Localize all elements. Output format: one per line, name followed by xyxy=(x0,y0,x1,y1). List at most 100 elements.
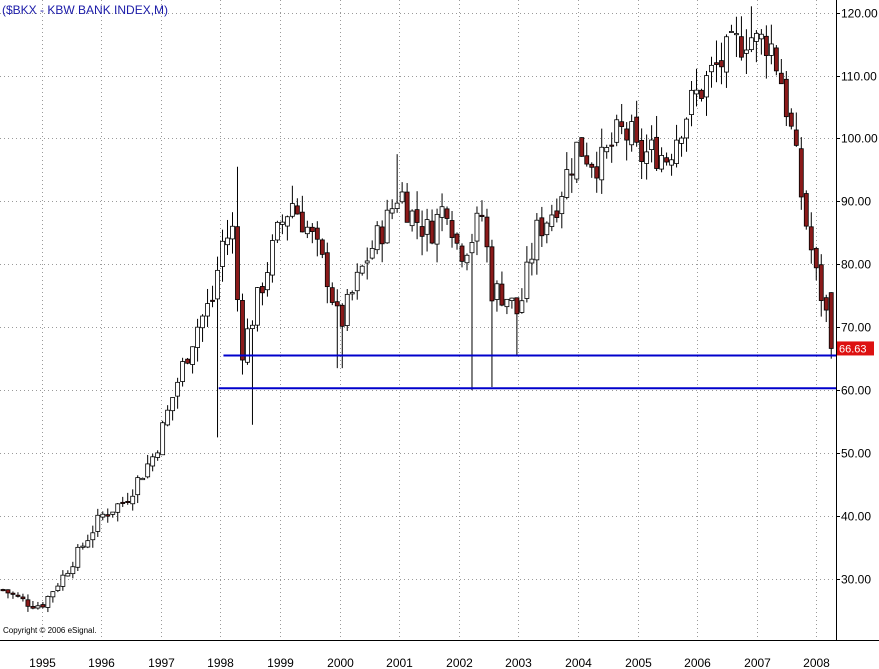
candle-body xyxy=(753,33,759,42)
candle-body xyxy=(783,78,789,118)
candle-body xyxy=(55,585,61,591)
candle-body xyxy=(265,272,270,291)
candle-body xyxy=(758,33,764,40)
candle-body xyxy=(70,566,76,575)
last-value-badge-bg xyxy=(837,341,874,356)
candle-body xyxy=(559,196,565,215)
candle-body xyxy=(634,116,640,143)
candle-body xyxy=(549,214,555,227)
candle-body xyxy=(374,225,380,251)
candle-body xyxy=(494,283,500,300)
candle-body xyxy=(734,33,739,36)
candle-body xyxy=(270,240,275,276)
candle-body xyxy=(404,191,410,223)
candle-body xyxy=(624,128,630,141)
candle-body xyxy=(255,287,260,326)
candle-body xyxy=(749,37,754,51)
candle-body xyxy=(534,219,540,261)
candle-body xyxy=(240,300,245,361)
candle-body xyxy=(284,216,290,227)
candle-body xyxy=(45,596,51,608)
candle-body xyxy=(609,144,615,147)
candle-body xyxy=(384,209,390,244)
candle-body xyxy=(544,222,550,236)
price-tick-label: 60.00 xyxy=(841,384,871,398)
candle-body xyxy=(519,300,525,313)
candle-body xyxy=(230,225,235,240)
candle-body xyxy=(654,136,660,169)
candle-body xyxy=(479,214,485,217)
candle-body xyxy=(564,169,570,198)
candle-body xyxy=(409,210,415,227)
candle-body xyxy=(674,139,679,164)
candle-body xyxy=(579,137,585,157)
time-tick-label: 2008 xyxy=(803,656,830,669)
candle-body xyxy=(110,511,116,515)
candle-body xyxy=(768,43,774,56)
candle-body xyxy=(289,203,295,217)
candle-body xyxy=(689,89,694,115)
candle-body xyxy=(190,346,195,365)
candle-body xyxy=(694,89,699,95)
price-tick-label: 110.00 xyxy=(841,70,877,84)
candle-body xyxy=(419,226,425,237)
candle-body xyxy=(25,599,31,607)
candle-body xyxy=(778,72,784,85)
candle-body xyxy=(449,220,455,238)
candle-body xyxy=(474,212,480,242)
candle-body xyxy=(524,261,530,299)
candle-body xyxy=(684,118,689,139)
price-tick-label: 70.00 xyxy=(841,321,871,335)
time-tick-label: 1998 xyxy=(207,656,234,669)
candle-body xyxy=(808,226,814,251)
support-lines xyxy=(218,354,836,390)
candle-body xyxy=(339,304,345,327)
candle-body xyxy=(95,514,101,532)
candle-body xyxy=(499,283,505,306)
candle-body xyxy=(459,245,465,262)
candle-body xyxy=(509,297,515,302)
candle-body xyxy=(793,129,799,146)
candle-body xyxy=(245,328,250,363)
candle-body xyxy=(439,206,445,218)
candle-body xyxy=(135,477,141,496)
candle-body xyxy=(773,47,779,72)
candle-body xyxy=(35,605,41,609)
candle-body xyxy=(724,36,729,73)
candle-body xyxy=(629,121,635,146)
candle-body xyxy=(120,501,126,504)
candle-body xyxy=(40,604,46,608)
candle-body xyxy=(719,60,724,68)
candle-body xyxy=(813,248,819,269)
candle-body xyxy=(444,208,450,219)
candle-body xyxy=(235,226,240,301)
candle-body xyxy=(215,269,220,300)
candle-body xyxy=(334,301,340,307)
candle-body xyxy=(429,220,435,244)
candle-body xyxy=(20,596,26,600)
candle-body xyxy=(220,240,225,267)
candle-body xyxy=(464,254,470,264)
candle-body xyxy=(469,242,475,254)
candle-body xyxy=(803,193,809,227)
candle-body xyxy=(729,31,734,34)
candle-body xyxy=(125,500,131,503)
candle-body xyxy=(85,540,91,548)
candle-body xyxy=(185,358,190,364)
candle-body xyxy=(704,75,709,98)
candle-body xyxy=(389,208,395,214)
candle-body xyxy=(165,409,171,426)
last-value-label: 66.63 xyxy=(839,343,867,355)
candle-body xyxy=(514,297,520,315)
candle-body xyxy=(354,271,360,292)
time-axis-labels: 1995 1996 1997 1998 1999 2000 2001 2002 2003 2004… xyxy=(29,656,830,669)
candle-body xyxy=(739,36,744,58)
price-axis-labels: 30.00 40.00 50.00 60.00 70.00 80.00 90.00 100.0… xyxy=(836,7,878,587)
candlesticks xyxy=(0,6,834,613)
price-tick-label: 100.00 xyxy=(841,132,878,146)
candle-body xyxy=(649,139,655,150)
candle-body xyxy=(145,463,151,478)
candle-body xyxy=(669,159,674,166)
candle-body xyxy=(160,422,166,456)
chart-title: ($BKX - KBW BANK INDEX,M) xyxy=(2,3,168,17)
